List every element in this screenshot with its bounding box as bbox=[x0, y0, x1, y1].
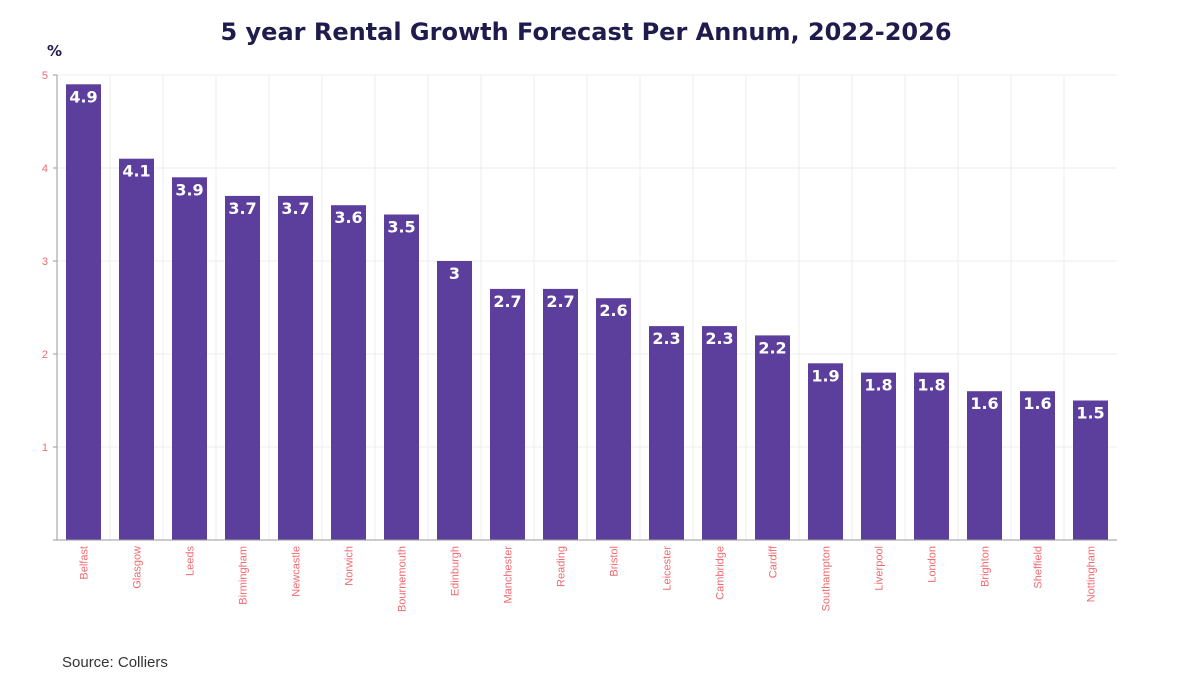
x-tick-label: Edinburgh bbox=[450, 546, 462, 596]
bar-value-label: 4.1 bbox=[122, 162, 150, 181]
bar-value-label: 1.5 bbox=[1076, 404, 1104, 423]
x-tick-label: Birmingham bbox=[238, 546, 250, 605]
x-tick-label: Brighton bbox=[980, 546, 992, 587]
x-tick-label: Norwich bbox=[344, 546, 356, 586]
bar bbox=[384, 214, 419, 540]
bar-value-label: 4.9 bbox=[69, 87, 97, 106]
bar-value-label: 3 bbox=[449, 264, 460, 283]
bar-value-label: 3.5 bbox=[387, 218, 415, 237]
axes bbox=[53, 74, 1117, 541]
x-tick-label: Glasgow bbox=[132, 546, 144, 589]
x-tick-label: Bristol bbox=[609, 546, 621, 577]
x-tick-label: Southampton bbox=[821, 546, 833, 611]
bar-value-label: 2.7 bbox=[493, 292, 521, 311]
x-tick-label: Cardiff bbox=[768, 545, 780, 578]
bar bbox=[66, 84, 101, 541]
bar-value-label: 3.7 bbox=[281, 199, 309, 218]
x-tick-label: Leeds bbox=[185, 546, 197, 576]
bar-value-label: 3.9 bbox=[175, 180, 203, 199]
bar bbox=[225, 195, 260, 540]
bar-value-label: 3.7 bbox=[228, 199, 256, 218]
chart-title: 5 year Rental Growth Forecast Per Annum,… bbox=[220, 18, 952, 46]
bar bbox=[702, 326, 737, 540]
x-tick-label: Reading bbox=[556, 546, 568, 587]
bar bbox=[967, 391, 1002, 540]
bar bbox=[914, 372, 949, 540]
y-tick-label: 2 bbox=[42, 349, 48, 361]
y-tick-label: 3 bbox=[42, 256, 48, 268]
bar bbox=[437, 261, 472, 540]
bar-value-label: 3.6 bbox=[334, 208, 362, 227]
bars bbox=[66, 84, 1108, 541]
x-tick-label: Cambridge bbox=[715, 546, 727, 600]
y-tick-label: 5 bbox=[42, 70, 48, 82]
bar bbox=[861, 372, 896, 540]
bar bbox=[808, 363, 843, 540]
y-axis-unit-label: % bbox=[47, 42, 63, 60]
y-tick-label: 4 bbox=[42, 163, 48, 175]
x-tick-label: Bournemouth bbox=[397, 546, 409, 612]
bar bbox=[119, 158, 154, 540]
x-tick-label: London bbox=[927, 546, 939, 583]
bar bbox=[1020, 391, 1055, 540]
x-tick-label: Belfast bbox=[79, 546, 91, 580]
labels: 1 2 3 4 5 4.9 Belfast 4.1 Glasgow 3.9 Leeds 3.7 Birm… bbox=[42, 70, 1105, 612]
x-tick-label: Sheffield bbox=[1033, 546, 1045, 589]
bar bbox=[331, 205, 366, 540]
bar-value-label: 1.8 bbox=[917, 376, 945, 395]
bar bbox=[490, 288, 525, 540]
bar-value-label: 1.6 bbox=[970, 394, 998, 413]
bar bbox=[649, 326, 684, 540]
bar-value-label: 1.9 bbox=[811, 366, 839, 385]
x-tick-label: Leicester bbox=[662, 546, 674, 591]
bar-value-label: 1.6 bbox=[1023, 394, 1051, 413]
bar-value-label: 2.2 bbox=[758, 338, 786, 357]
bar-value-label: 2.6 bbox=[599, 301, 627, 320]
x-tick-label: Newcastle bbox=[291, 546, 303, 597]
bar bbox=[596, 298, 631, 540]
bar-value-label: 1.8 bbox=[864, 376, 892, 395]
bar bbox=[172, 177, 207, 541]
bar-value-label: 2.3 bbox=[652, 329, 680, 348]
y-tick-label: 1 bbox=[42, 442, 48, 454]
bar-value-label: 2.3 bbox=[705, 329, 733, 348]
bar bbox=[755, 335, 790, 540]
bar bbox=[1073, 400, 1108, 540]
gridlines bbox=[57, 74, 1117, 540]
x-tick-label: Liverpool bbox=[874, 546, 886, 591]
x-tick-label: Manchester bbox=[503, 546, 515, 604]
bar bbox=[278, 195, 313, 540]
x-tick-label: Nottingham bbox=[1086, 546, 1098, 602]
bar bbox=[543, 288, 578, 540]
bar-value-label: 2.7 bbox=[546, 292, 574, 311]
source-note: Source: Colliers bbox=[62, 654, 168, 671]
